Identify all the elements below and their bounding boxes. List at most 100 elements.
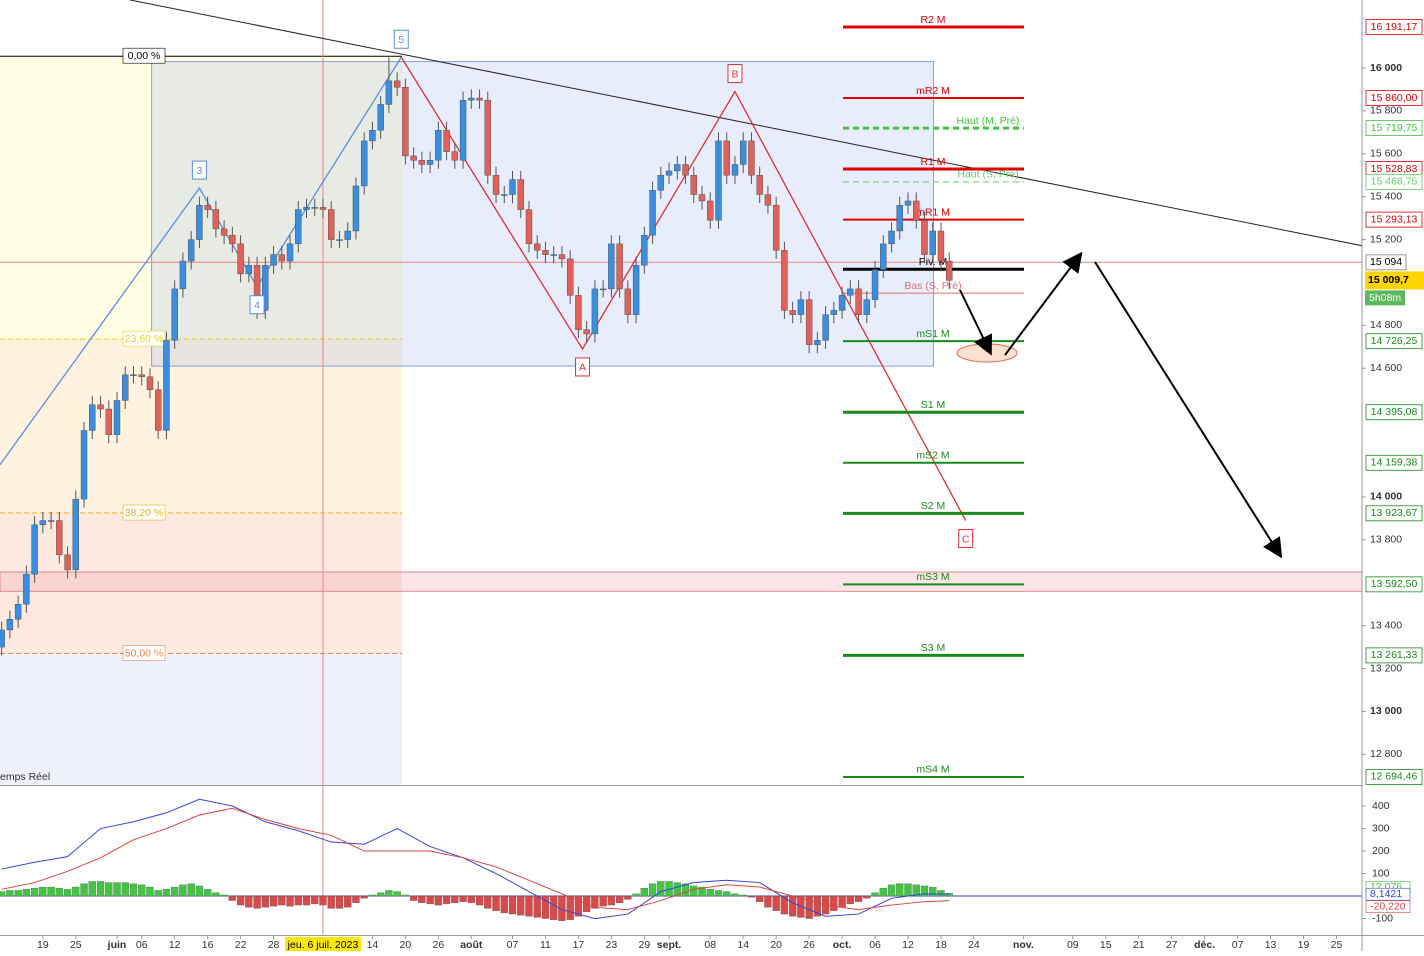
x-tick-label: 18	[935, 939, 947, 951]
candle-body	[542, 250, 549, 255]
macd-histogram-bar	[673, 882, 681, 897]
y-tick-label: 15 600	[1370, 148, 1402, 160]
macd-histogram-bar	[220, 894, 228, 897]
macd-histogram-bar	[319, 895, 327, 906]
fib-zone	[0, 653, 403, 785]
macd-histogram-bar	[533, 895, 541, 918]
candle-body	[492, 175, 500, 195]
candle-body	[402, 87, 409, 157]
wave-label-box	[249, 295, 265, 315]
candle-body	[937, 230, 945, 262]
countdown-label: 5h08m	[1369, 292, 1401, 304]
candle-body	[410, 155, 417, 161]
candle-body	[6, 619, 14, 631]
candle-body	[212, 209, 220, 230]
candle-body	[904, 200, 912, 206]
candle-body	[789, 310, 796, 315]
macd-histogram-bar	[657, 881, 665, 897]
candle-body	[204, 205, 211, 210]
wave-label: 5	[398, 34, 404, 46]
price-band	[0, 571, 1362, 592]
fib-label: 23,60 %	[125, 333, 164, 345]
pivot-axis-box	[1365, 576, 1423, 593]
macd-panel	[0, 786, 1362, 935]
wave-label: B	[731, 68, 738, 80]
candle-body	[649, 190, 656, 236]
pivot-axis-label: 15 860,00	[1371, 92, 1418, 104]
candle-body	[426, 160, 434, 165]
x-tick-label: 09	[1067, 939, 1079, 951]
macd-histogram-bar	[286, 895, 294, 907]
y-tick-label: 16 000	[1370, 62, 1402, 74]
candle-body	[814, 340, 821, 345]
pivot-axis-box	[1365, 769, 1423, 785]
macd-histogram-bar	[327, 895, 335, 909]
candle-body	[451, 151, 459, 161]
pivot-axis-box	[1365, 333, 1423, 350]
candle-body	[113, 400, 121, 435]
candle-body	[130, 374, 137, 376]
macd-histogram-bar	[500, 895, 508, 914]
candle-body	[385, 80, 393, 105]
candle-body	[690, 175, 697, 195]
candle-body	[459, 99, 467, 161]
candle-body	[888, 230, 895, 245]
candle-body	[311, 207, 318, 209]
macd-histogram-bar	[203, 889, 212, 897]
x-tick-label: déc.	[1194, 939, 1215, 951]
candle-body	[781, 250, 788, 311]
candle-body	[509, 179, 516, 195]
crosshair-x-box	[284, 937, 361, 951]
x-tick-label: 28	[268, 939, 280, 951]
macd-histogram-bar	[929, 886, 937, 897]
pivot-axis-box	[1365, 454, 1423, 471]
macd-line	[1, 807, 950, 911]
macd-histogram-bar	[30, 888, 39, 897]
macd-histogram-bar	[698, 886, 706, 897]
pivot-label: Haut (M, Pré)	[956, 115, 1019, 127]
macd-histogram-bar	[442, 895, 451, 905]
macd-histogram-bar	[228, 895, 237, 901]
macd-histogram-bar	[55, 888, 63, 897]
candle-body	[616, 243, 623, 290]
candle-body	[262, 265, 269, 311]
macd-histogram-bar	[937, 890, 945, 897]
macd-histogram-bar	[681, 883, 690, 897]
candle-body	[435, 129, 442, 161]
macd-histogram-bar	[632, 893, 640, 897]
candle-body	[97, 404, 104, 410]
macd-histogram-bar	[615, 895, 624, 903]
y-tick-label: -100	[1372, 912, 1393, 924]
candle-body	[303, 207, 310, 210]
candle-body	[344, 230, 351, 240]
candle-body	[369, 129, 376, 142]
candle-body	[286, 243, 294, 262]
candle-body	[863, 299, 871, 315]
x-tick-label: 08	[704, 939, 716, 951]
candle-body	[196, 205, 203, 240]
macd-histogram-bar	[525, 895, 533, 917]
candle-body	[187, 239, 195, 262]
candle-body	[723, 140, 730, 176]
macd-histogram-bar	[731, 893, 739, 897]
macd-histogram-bar	[706, 889, 714, 897]
fib-zone	[0, 56, 403, 340]
wave-label-box	[191, 160, 207, 180]
candle-body	[146, 376, 154, 390]
candle-body	[657, 175, 665, 191]
pivot-axis-box	[1365, 505, 1423, 522]
wave-label-box	[727, 64, 743, 84]
macd-histogram-bar	[0, 891, 6, 897]
candle-body	[830, 310, 838, 315]
x-tick-label: 06	[869, 939, 881, 951]
macd-histogram-bar	[541, 895, 550, 919]
last-price-box	[1365, 271, 1424, 290]
projection	[956, 251, 1283, 559]
macd-histogram-bar	[739, 894, 747, 897]
realtime-label: emps Réel	[0, 771, 50, 783]
macd-histogram-bar	[179, 884, 187, 897]
candle-body	[14, 603, 22, 620]
macd-histogram-bar	[138, 884, 146, 897]
candle-body	[229, 235, 236, 245]
